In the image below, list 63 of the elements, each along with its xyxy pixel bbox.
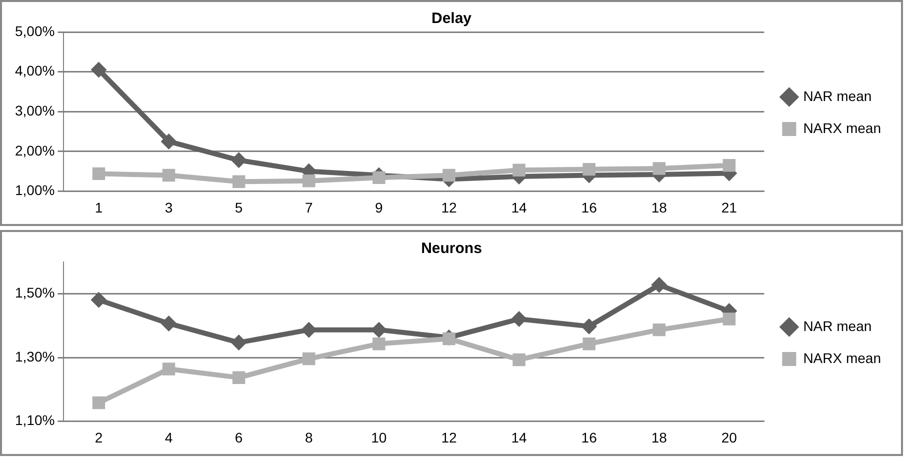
x-tick-label: 16	[581, 199, 598, 216]
point	[162, 168, 176, 182]
point	[92, 167, 106, 180]
y-tick-label: 5,00%	[14, 22, 55, 39]
y-tick-label: 1,00%	[14, 182, 55, 198]
point	[652, 323, 666, 336]
point	[302, 352, 316, 366]
y-tick-label: 4,00%	[14, 62, 55, 79]
point	[230, 334, 247, 351]
y-tick-label: 1,10%	[14, 412, 55, 428]
x-tick-label: 6	[234, 429, 243, 446]
x-tick-label: 12	[441, 429, 457, 446]
point	[442, 168, 456, 182]
x-tick-label: 1	[94, 199, 103, 216]
point	[232, 371, 246, 384]
x-tick-label: 8	[304, 429, 313, 446]
point	[92, 396, 106, 410]
point	[232, 175, 246, 188]
chart-title: Neurons	[421, 240, 482, 258]
point	[160, 315, 177, 332]
point	[582, 337, 596, 350]
point	[652, 162, 666, 175]
x-tick-label: 7	[304, 199, 313, 216]
x-tick-label: 9	[375, 199, 384, 216]
point	[162, 362, 176, 376]
point	[372, 337, 386, 350]
x-tick-label: 12	[441, 199, 457, 216]
x-tick-label: 14	[511, 429, 528, 446]
x-tick-label: 18	[651, 429, 668, 446]
x-tick-label: 2	[94, 429, 103, 446]
legend-label: NARX mean	[803, 350, 882, 366]
x-tick-label: 21	[721, 199, 738, 216]
point	[160, 133, 177, 150]
y-tick-label: 2,00%	[14, 142, 55, 158]
point	[722, 312, 736, 326]
x-tick-label: 3	[164, 199, 173, 216]
point	[722, 158, 736, 172]
x-tick-label: 4	[164, 429, 173, 446]
point	[582, 162, 596, 176]
legend-label: NAR mean	[803, 318, 872, 334]
point	[651, 276, 668, 293]
point	[302, 174, 316, 188]
point	[90, 292, 107, 308]
x-tick-label: 5	[234, 199, 243, 216]
legend-label: NAR mean	[803, 88, 872, 104]
y-tick-label: 3,00%	[14, 102, 55, 118]
point	[442, 332, 456, 346]
legend-label: NARX mean	[803, 120, 882, 136]
point	[512, 353, 526, 366]
y-tick-label: 1,30%	[14, 348, 55, 364]
x-tick-label: 14	[511, 199, 528, 216]
point	[581, 318, 598, 334]
point	[230, 152, 247, 168]
point	[90, 62, 107, 78]
x-tick-label: 20	[721, 429, 738, 446]
chart-title: Delay	[431, 10, 472, 28]
x-tick-label: 16	[581, 429, 598, 446]
point	[372, 171, 386, 184]
x-tick-label: 10	[371, 429, 387, 446]
point	[511, 310, 528, 327]
x-tick-label: 18	[651, 199, 668, 216]
point	[512, 164, 526, 176]
y-tick-label: 1,50%	[14, 284, 55, 301]
